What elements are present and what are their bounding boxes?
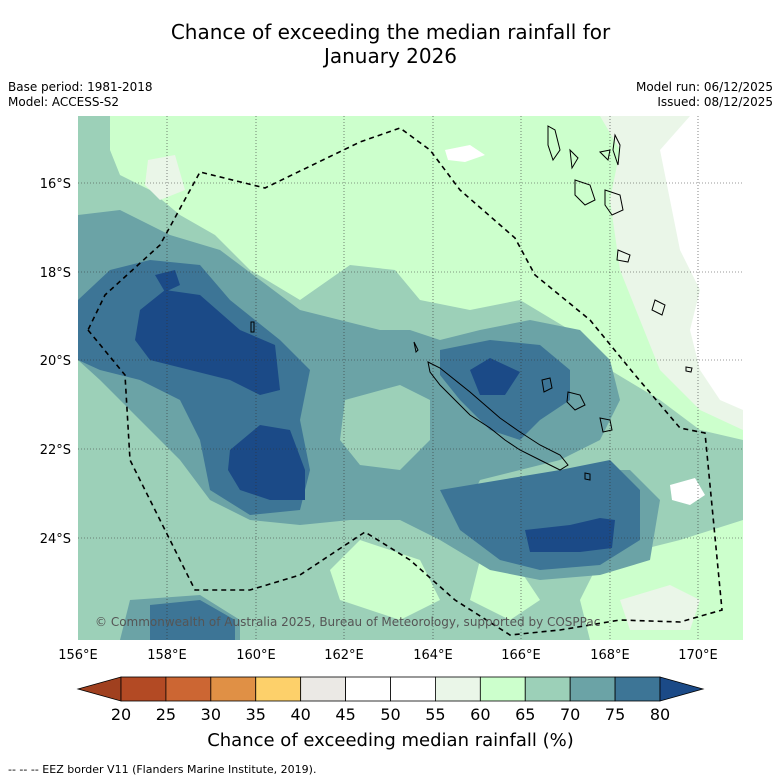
- lon-label: 170°E: [678, 648, 718, 663]
- shading-60-65: [580, 520, 743, 640]
- model-run: Model run: 06/12/2025: [635, 80, 773, 94]
- shading-75-80: [150, 600, 235, 640]
- title-line-1: Chance of exceeding the median rainfall …: [170, 20, 611, 44]
- colorbar-segment: [300, 676, 346, 702]
- shading-55-60: [620, 585, 700, 630]
- colorbar-tick-label: 55: [425, 705, 445, 724]
- shading-above-80: [155, 270, 180, 292]
- shading-above-80: [135, 290, 280, 395]
- base-period: Base period: 1981-2018: [8, 80, 153, 94]
- title-line-2: January 2026: [323, 44, 458, 68]
- lat-label: 24°S: [40, 532, 71, 547]
- colorbar-segment: [345, 676, 391, 702]
- lat-label: 18°S: [40, 266, 71, 281]
- shading-55-60: [145, 155, 185, 200]
- colorbar-tick-label: 75: [605, 705, 625, 724]
- issued-date: Issued: 08/12/2025: [657, 95, 773, 109]
- colorbar-extend-high: [659, 676, 705, 702]
- shading-above-80: [525, 518, 615, 552]
- shading-60-65: [330, 540, 440, 620]
- colorbar-segment: [255, 676, 302, 702]
- lat-label: 20°S: [40, 354, 71, 369]
- model-name: Model: ACCESS-S2: [8, 95, 120, 109]
- lon-label: 160°E: [236, 648, 276, 663]
- colorbar-ticks: 20 25 30 35 40 45 50 55 60 65 70 75 80: [111, 705, 670, 724]
- colorbar-label: Chance of exceeding median rainfall (%): [207, 730, 574, 751]
- lon-label: 156°E: [58, 648, 98, 663]
- shading-45-55: [660, 116, 743, 410]
- colorbar-segment: [210, 676, 257, 702]
- colorbar: [76, 676, 705, 702]
- colorbar-tick-label: 25: [156, 705, 176, 724]
- colorbar-tick-label: 35: [246, 705, 266, 724]
- colorbar-tick-label: 45: [335, 705, 355, 724]
- loyalty-islands: [541, 377, 613, 433]
- shading-45-55: [670, 478, 705, 505]
- colorbar-segment: [479, 676, 526, 702]
- eez-border: [87, 127, 723, 636]
- copyright-text: © Commonwealth of Australia 2025, Bureau…: [95, 615, 600, 629]
- colorbar-tick-label: 50: [380, 705, 400, 724]
- colorbar-segment: [390, 676, 436, 702]
- lon-label: 158°E: [147, 648, 187, 663]
- shading-60-65: [110, 116, 743, 440]
- shading-45-55: [680, 215, 740, 240]
- colorbar-tick-label: 65: [515, 705, 535, 724]
- shading-65-70: [340, 385, 430, 470]
- colorbar-tick-label: 60: [470, 705, 490, 724]
- lon-label: 166°E: [501, 648, 541, 663]
- map-title: Chance of exceeding the median rainfall …: [0, 20, 781, 68]
- vanuatu-islands: [547, 125, 666, 316]
- meta-right: Model run: 06/12/2025 Issued: 08/12/2025: [636, 80, 773, 110]
- new-caledonia-coastline: [427, 361, 569, 471]
- longitude-labels: 156°E 158°E 160°E 162°E 164°E 166°E 168°…: [58, 648, 718, 663]
- lon-label: 162°E: [324, 648, 364, 663]
- colorbar-tick-label: 80: [650, 705, 670, 724]
- colorbar-segment: [614, 676, 661, 702]
- colorbar-segment: [569, 676, 616, 702]
- graticule: [78, 116, 743, 640]
- colorbar-tick-label: 20: [111, 705, 131, 724]
- colorbar-tick-label: 40: [290, 705, 310, 724]
- lon-label: 164°E: [413, 648, 453, 663]
- colorbar-tick-label: 30: [201, 705, 221, 724]
- colorbar-segment: [120, 676, 167, 702]
- small-islands: [250, 321, 693, 481]
- eez-legend-footer: -- -- -- EEZ border V11 (Flanders Marine…: [8, 763, 317, 776]
- lon-label: 168°E: [590, 648, 630, 663]
- latitude-labels: 16°S 18°S 20°S 22°S 24°S: [40, 177, 71, 547]
- shading-above-80: [470, 358, 520, 395]
- colorbar-segment: [165, 676, 212, 702]
- colorbar-extend-low: [76, 676, 122, 702]
- lat-label: 22°S: [40, 443, 71, 458]
- map-plot-area: [78, 116, 743, 640]
- colorbar-segment: [524, 676, 571, 702]
- shading-45-55: [445, 145, 485, 162]
- colorbar-segment: [435, 676, 481, 702]
- lat-label: 16°S: [40, 177, 71, 192]
- colorbar-tick-label: 70: [560, 705, 580, 724]
- shading-above-80: [228, 425, 305, 500]
- meta-left: Base period: 1981-2018 Model: ACCESS-S2: [8, 80, 153, 110]
